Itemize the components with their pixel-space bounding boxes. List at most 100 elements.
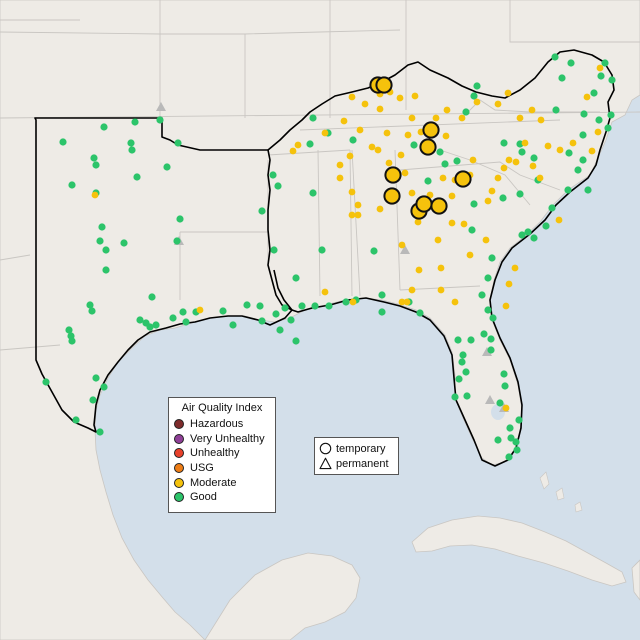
good-station-marker[interactable] (100, 383, 108, 391)
good-station-marker[interactable] (68, 181, 76, 189)
good-station-marker[interactable] (548, 204, 556, 212)
good-station-marker[interactable] (455, 375, 463, 383)
moderate-station-marker[interactable] (415, 266, 423, 274)
good-station-marker[interactable] (499, 194, 507, 202)
moderate-station-marker[interactable] (516, 114, 524, 122)
moderate-station-marker[interactable] (488, 187, 496, 195)
moderate-station-marker[interactable] (397, 151, 405, 159)
moderate-station-marker[interactable] (529, 162, 537, 170)
good-station-marker[interactable] (152, 321, 160, 329)
moderate-station-marker[interactable] (408, 189, 416, 197)
moderate-station-marker[interactable] (336, 174, 344, 182)
moderate-station-marker[interactable] (401, 169, 409, 177)
moderate-station-marker[interactable] (383, 129, 391, 137)
moderate-station-marker[interactable] (596, 64, 604, 72)
good-station-marker[interactable] (342, 298, 350, 306)
good-station-marker[interactable] (378, 308, 386, 316)
moderate-station-marker[interactable] (385, 159, 393, 167)
moderate-station-marker[interactable] (403, 298, 411, 306)
good-station-marker[interactable] (501, 382, 509, 390)
moderate-station-marker[interactable] (354, 201, 362, 209)
moderate-station-marker[interactable] (356, 126, 364, 134)
moderate-station-marker[interactable] (432, 114, 440, 122)
moderate-station-marker[interactable] (434, 236, 442, 244)
good-station-marker[interactable] (309, 114, 317, 122)
moderate-station-marker[interactable] (504, 89, 512, 97)
moderate-station-marker[interactable] (443, 106, 451, 114)
good-station-marker[interactable] (86, 301, 94, 309)
good-station-marker[interactable] (270, 246, 278, 254)
good-station-marker[interactable] (274, 182, 282, 190)
good-station-marker[interactable] (518, 231, 526, 239)
permanent-station-marker[interactable] (485, 395, 495, 404)
good-station-marker[interactable] (370, 247, 378, 255)
good-station-marker[interactable] (436, 148, 444, 156)
moderate-station-marker[interactable] (411, 92, 419, 100)
good-station-marker[interactable] (127, 139, 135, 147)
moderate-temporary-marker[interactable] (415, 195, 433, 213)
moderate-station-marker[interactable] (588, 147, 596, 155)
good-station-marker[interactable] (102, 246, 110, 254)
good-station-marker[interactable] (489, 314, 497, 322)
good-station-marker[interactable] (182, 318, 190, 326)
moderate-station-marker[interactable] (594, 128, 602, 136)
good-station-marker[interactable] (128, 146, 136, 154)
good-station-marker[interactable] (451, 393, 459, 401)
moderate-station-marker[interactable] (408, 286, 416, 294)
moderate-station-marker[interactable] (321, 288, 329, 296)
moderate-station-marker[interactable] (321, 129, 329, 137)
moderate-station-marker[interactable] (502, 404, 510, 412)
good-station-marker[interactable] (256, 302, 264, 310)
good-station-marker[interactable] (68, 337, 76, 345)
good-station-marker[interactable] (65, 326, 73, 334)
good-station-marker[interactable] (146, 323, 154, 331)
good-station-marker[interactable] (292, 337, 300, 345)
good-station-marker[interactable] (229, 321, 237, 329)
moderate-station-marker[interactable] (482, 236, 490, 244)
good-station-marker[interactable] (463, 392, 471, 400)
good-station-marker[interactable] (169, 314, 177, 322)
moderate-station-marker[interactable] (361, 100, 369, 108)
moderate-station-marker[interactable] (502, 302, 510, 310)
moderate-temporary-marker[interactable] (419, 138, 437, 156)
moderate-station-marker[interactable] (340, 117, 348, 125)
good-station-marker[interactable] (470, 200, 478, 208)
good-station-marker[interactable] (89, 396, 97, 404)
moderate-station-marker[interactable] (354, 211, 362, 219)
moderate-temporary-marker[interactable] (383, 187, 401, 205)
good-station-marker[interactable] (269, 171, 277, 179)
good-station-marker[interactable] (480, 330, 488, 338)
moderate-station-marker[interactable] (376, 205, 384, 213)
moderate-station-marker[interactable] (466, 251, 474, 259)
good-station-marker[interactable] (597, 72, 605, 80)
good-station-marker[interactable] (410, 141, 418, 149)
good-station-marker[interactable] (518, 148, 526, 156)
good-station-marker[interactable] (604, 124, 612, 132)
good-station-marker[interactable] (292, 274, 300, 282)
good-station-marker[interactable] (513, 446, 521, 454)
good-station-marker[interactable] (500, 370, 508, 378)
good-station-marker[interactable] (506, 424, 514, 432)
moderate-station-marker[interactable] (91, 191, 99, 199)
moderate-station-marker[interactable] (512, 158, 520, 166)
moderate-station-marker[interactable] (505, 156, 513, 164)
good-station-marker[interactable] (601, 59, 609, 67)
good-station-marker[interactable] (579, 156, 587, 164)
moderate-station-marker[interactable] (349, 298, 357, 306)
good-station-marker[interactable] (574, 166, 582, 174)
moderate-station-marker[interactable] (505, 280, 513, 288)
good-station-marker[interactable] (173, 237, 181, 245)
good-station-marker[interactable] (542, 222, 550, 230)
good-station-marker[interactable] (478, 291, 486, 299)
good-station-marker[interactable] (272, 310, 280, 318)
moderate-station-marker[interactable] (348, 188, 356, 196)
good-station-marker[interactable] (468, 226, 476, 234)
moderate-station-marker[interactable] (555, 216, 563, 224)
moderate-station-marker[interactable] (404, 131, 412, 139)
moderate-station-marker[interactable] (396, 94, 404, 102)
good-station-marker[interactable] (318, 246, 326, 254)
permanent-station-marker[interactable] (156, 102, 166, 111)
good-station-marker[interactable] (565, 149, 573, 157)
